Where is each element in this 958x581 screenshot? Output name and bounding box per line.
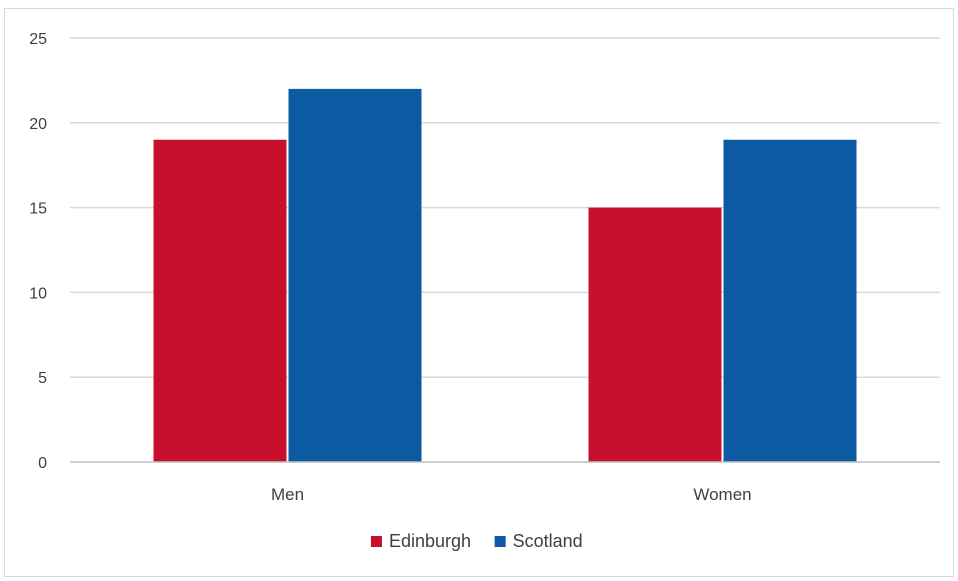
legend-label-edinburgh: Edinburgh [389,531,471,551]
y-tick-label: 10 [29,285,47,302]
y-tick-label: 20 [29,116,47,133]
x-axis-category-labels: Men Women [271,485,752,504]
bar-edinburgh-women [588,207,722,462]
bar-edinburgh-men [153,139,287,462]
y-tick-label: 15 [29,201,47,218]
x-category-label: Women [693,485,751,504]
bar-scotland-men [288,88,422,462]
bar-scotland-women [723,139,857,462]
legend-swatch-edinburgh [370,536,382,547]
legend-swatch-scotland [494,536,506,547]
x-category-label: Men [271,485,304,504]
bars [153,88,857,462]
legend-label-scotland: Scotland [513,531,583,551]
y-axis-tick-labels: 0 5 10 15 20 25 [29,31,47,472]
y-tick-label: 25 [29,31,47,48]
y-tick-label: 5 [38,370,47,387]
legend: Edinburgh Scotland [370,531,583,551]
y-tick-label: 0 [38,455,47,472]
